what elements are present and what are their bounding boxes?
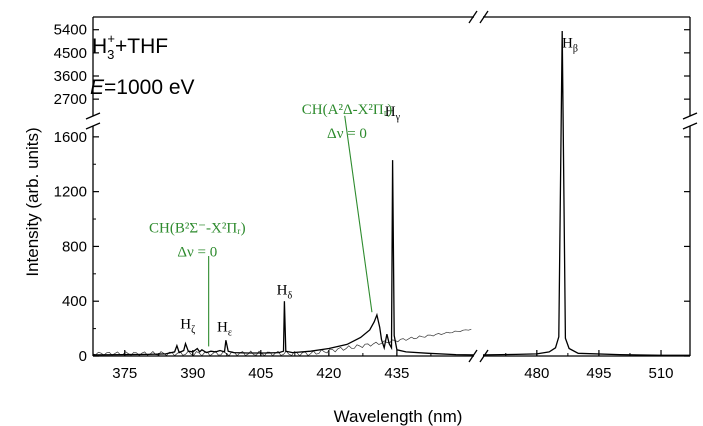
peak-label-sub: ε (228, 327, 232, 338)
x-tick-label: 435 (384, 365, 409, 382)
baseline-noise (92, 328, 472, 357)
x-tick-label: 420 (316, 365, 341, 382)
peak-label-base: H (385, 104, 396, 120)
legend-energy-rest: =1000 eV (104, 76, 195, 99)
x-tick-label: 480 (524, 365, 549, 382)
axis-break-mark (85, 112, 101, 120)
peak-label: Hβ (562, 36, 578, 55)
peak-label: Hγ (385, 104, 401, 123)
x-tick-label: 495 (586, 365, 611, 382)
axis-break-mark (468, 349, 478, 363)
annotation-delta: Δν = 0 (177, 245, 217, 261)
legend-ion-sup: + (107, 31, 115, 46)
peak-label-base: H (562, 36, 573, 52)
axes-layer (85, 10, 698, 363)
y-tick-label: 4500 (54, 45, 87, 62)
legend-ion: H (92, 35, 107, 58)
legend-line-ion: H3++THF (92, 31, 168, 62)
legend-energy-var: E (90, 76, 105, 99)
peak-label: Hε (217, 319, 232, 338)
legend-line-energy: E=1000 eV (90, 76, 195, 99)
peak-label-sub: ζ (191, 325, 195, 336)
series-line (92, 160, 475, 356)
axis-break-mark (468, 10, 478, 24)
y-tick-label: 400 (62, 293, 87, 310)
y-tick-label: 0 (79, 348, 87, 365)
legend: H3++THF E=1000 eV (90, 31, 195, 99)
peak-label-base: H (277, 282, 288, 298)
peak-label-base: H (217, 319, 228, 335)
y-axis-title: Intensity (arb. units) (23, 127, 42, 276)
y-tick-label: 3600 (54, 68, 87, 85)
peak-label-sub: β (573, 44, 578, 55)
axis-break-mark (682, 112, 698, 120)
peak-label: Hζ (180, 317, 195, 336)
x-tick-label: 375 (112, 365, 137, 382)
legend-ion-sub: 3 (107, 47, 114, 62)
axis-break-mark (682, 122, 698, 130)
legend-rest: +THF (115, 35, 168, 58)
x-tick-label: 510 (649, 365, 674, 382)
series-layer (92, 30, 690, 357)
peak-label-sub: γ (395, 112, 401, 123)
axis-break-mark (479, 10, 489, 24)
y-tick-label: 800 (62, 238, 87, 255)
peak-label: Hδ (277, 282, 293, 301)
peak-label-base: H (180, 317, 191, 333)
x-tick-label: 390 (180, 365, 205, 382)
text-layer: 375 390 405 420 435 480 495 510 0 400 800 1200 1600 2… (54, 22, 674, 382)
annotation-label: CH(B²Σ⁻-X²Πᵣ) (149, 221, 246, 237)
series-line (482, 30, 690, 356)
y-tick-label: 2700 (54, 91, 87, 108)
annotation-pointer (344, 115, 373, 313)
y-tick-label: 1200 (54, 184, 87, 201)
peak-label-sub: δ (287, 290, 292, 301)
x-tick-label: 405 (248, 365, 273, 382)
annotation-delta: Δν = 0 (327, 126, 367, 142)
axis-break-mark (479, 349, 489, 363)
annotation-label: CH(A²Δ-X²Πᵣ) (302, 102, 392, 118)
y-tick-label: 5400 (54, 22, 87, 39)
y-tick-label: 1600 (54, 129, 87, 146)
axis-break-mark (85, 122, 101, 130)
x-axis-title: Wavelength (nm) (334, 407, 463, 426)
